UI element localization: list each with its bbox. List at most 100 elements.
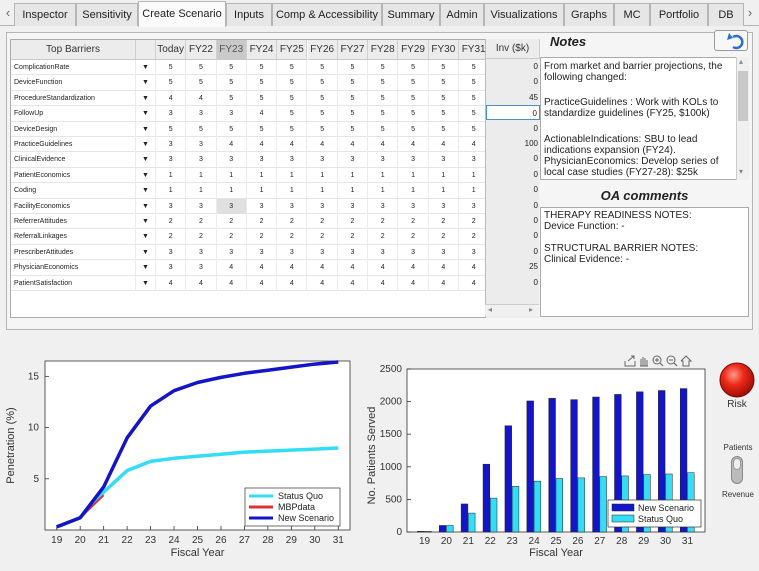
investment-cell[interactable]: 0 (533, 77, 538, 87)
score-cell[interactable]: 3 (186, 106, 217, 122)
score-cell[interactable]: 5 (398, 121, 429, 137)
zoom-in-icon[interactable] (652, 355, 664, 367)
col-header-year[interactable]: FY28 (368, 40, 399, 60)
score-cell[interactable]: 2 (247, 229, 278, 245)
investment-cell[interactable]: 0 (533, 246, 538, 256)
barrier-dropdown-icon[interactable]: ▼ (136, 214, 156, 229)
score-cell[interactable]: 3 (277, 244, 308, 260)
score-cell[interactable]: 5 (217, 75, 247, 91)
score-cell[interactable]: 3 (156, 260, 187, 276)
col-header-year[interactable]: FY30 (428, 40, 459, 60)
score-cell[interactable]: 3 (186, 260, 217, 276)
tab-portfolio[interactable]: Portfolio (650, 3, 708, 26)
score-cell[interactable]: 1 (338, 183, 369, 199)
score-cell[interactable]: 5 (247, 121, 278, 137)
score-cell[interactable]: 3 (398, 152, 429, 168)
tab-summary[interactable]: Summary (382, 3, 440, 26)
score-cell[interactable]: 3 (216, 198, 247, 214)
score-cell[interactable]: 1 (308, 183, 338, 199)
barrier-dropdown-icon[interactable]: ▼ (136, 121, 156, 137)
barrier-dropdown-icon[interactable]: ▼ (136, 260, 156, 276)
score-cell[interactable]: 3 (186, 137, 217, 152)
investment-cell[interactable]: 0 (533, 200, 538, 210)
col-header-year[interactable]: FY25 (277, 40, 308, 60)
col-header-year[interactable]: FY27 (337, 40, 369, 60)
score-cell[interactable]: 4 (368, 275, 399, 291)
investment-cell[interactable]: 0 (533, 62, 538, 71)
score-cell[interactable]: 5 (338, 106, 369, 122)
investment-cell[interactable]: 0 (533, 154, 538, 164)
score-cell[interactable]: 5 (308, 75, 338, 91)
score-cell[interactable]: 2 (429, 214, 459, 229)
zoom-out-icon[interactable] (666, 355, 678, 367)
score-cell[interactable]: 1 (217, 167, 247, 183)
score-cell[interactable]: 4 (217, 137, 247, 152)
score-cell[interactable]: 5 (338, 121, 369, 137)
score-cell[interactable]: 2 (308, 214, 338, 229)
score-cell[interactable]: 2 (156, 214, 187, 229)
score-cell[interactable]: 2 (277, 229, 308, 245)
score-cell[interactable]: 3 (277, 152, 308, 168)
score-cell[interactable]: 2 (217, 214, 247, 229)
score-cell[interactable]: 3 (186, 244, 217, 260)
score-cell[interactable]: 3 (217, 152, 247, 168)
score-cell[interactable]: 2 (217, 229, 247, 245)
score-cell[interactable]: 4 (186, 90, 217, 106)
horizontal-scrollbar[interactable]: ◂ ▸ (485, 304, 539, 316)
score-cell[interactable]: 4 (338, 260, 369, 276)
score-cell[interactable]: 5 (368, 60, 399, 75)
score-cell[interactable]: 5 (338, 75, 369, 91)
barrier-dropdown-icon[interactable]: ▼ (136, 106, 156, 122)
score-cell[interactable]: 5 (429, 106, 459, 122)
score-cell[interactable]: 2 (398, 214, 429, 229)
score-cell[interactable]: 3 (186, 198, 217, 214)
score-cell[interactable]: 1 (429, 183, 459, 199)
score-cell[interactable]: 2 (368, 229, 399, 245)
score-cell[interactable]: 5 (277, 90, 308, 106)
score-cell[interactable]: 1 (186, 167, 217, 183)
score-cell[interactable]: 5 (156, 60, 187, 75)
score-cell[interactable]: 5 (186, 60, 217, 75)
score-cell[interactable]: 3 (368, 198, 399, 214)
patients-revenue-toggle[interactable] (731, 456, 743, 484)
home-icon[interactable] (680, 355, 693, 367)
barrier-dropdown-icon[interactable]: ▼ (136, 137, 156, 152)
score-cell[interactable]: 1 (217, 183, 247, 199)
score-cell[interactable]: 2 (156, 229, 187, 245)
score-cell[interactable]: 3 (368, 152, 399, 168)
score-cell[interactable]: 5 (398, 106, 429, 122)
col-header-year[interactable]: FY24 (246, 40, 278, 60)
scroll-right-icon[interactable]: ▸ (529, 305, 534, 314)
score-cell[interactable]: 5 (277, 106, 308, 122)
score-cell[interactable]: 2 (186, 214, 217, 229)
tab-scroll-right-icon[interactable]: › (747, 5, 753, 20)
score-cell[interactable]: 4 (277, 137, 308, 152)
barrier-dropdown-icon[interactable]: ▼ (136, 229, 156, 245)
score-cell[interactable]: 4 (368, 137, 399, 152)
score-cell[interactable]: 5 (186, 121, 217, 137)
tab-mc[interactable]: MC (614, 3, 650, 26)
score-cell[interactable]: 4 (156, 90, 187, 106)
score-cell[interactable]: 5 (338, 90, 369, 106)
score-cell[interactable]: 5 (277, 60, 308, 75)
tab-scroll-left-icon[interactable]: ‹ (5, 5, 11, 20)
score-cell[interactable]: 3 (217, 244, 247, 260)
score-cell[interactable]: 4 (429, 275, 459, 291)
score-cell[interactable]: 5 (368, 90, 399, 106)
score-cell[interactable]: 5 (156, 75, 187, 91)
score-cell[interactable]: 3 (186, 152, 217, 168)
barrier-dropdown-icon[interactable]: ▼ (136, 90, 156, 106)
toggle-knob[interactable] (733, 458, 741, 470)
investment-cell[interactable]: 0 (533, 169, 538, 179)
tab-visualizations[interactable]: Visualizations (484, 3, 564, 26)
score-cell[interactable]: 1 (186, 183, 217, 199)
score-cell[interactable]: 3 (368, 244, 399, 260)
score-cell[interactable]: 4 (247, 260, 278, 276)
score-cell[interactable]: 4 (247, 137, 278, 152)
score-cell[interactable]: 3 (308, 152, 338, 168)
score-cell[interactable]: 1 (308, 167, 338, 183)
score-cell[interactable]: 4 (156, 275, 187, 291)
tab-sensitivity[interactable]: Sensitivity (76, 3, 138, 26)
score-cell[interactable]: 1 (338, 167, 369, 183)
score-cell[interactable]: 1 (247, 167, 278, 183)
